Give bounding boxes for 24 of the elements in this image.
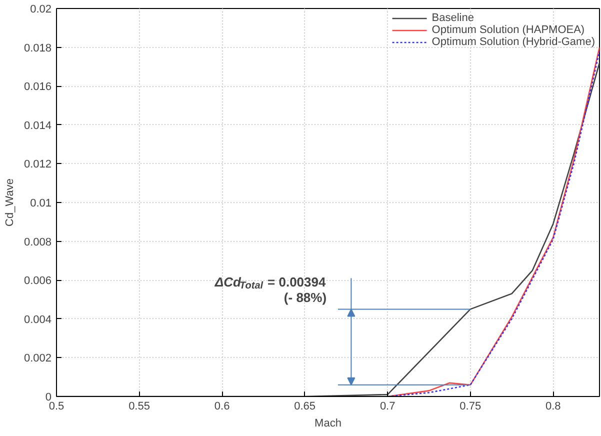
- y-tick-label: 0.02: [30, 4, 52, 16]
- x-tick-label: 0.5: [48, 400, 64, 412]
- x-tick-label: 0.8: [546, 400, 561, 412]
- y-tick-label: 0.012: [24, 158, 52, 171]
- x-tick-label: 0.7: [380, 400, 396, 412]
- y-tick-label: 0.018: [24, 42, 52, 54]
- y-tick-label: 0.004: [24, 314, 52, 326]
- annotation: (- 88%): [284, 290, 327, 306]
- y-tick-label: 0.016: [24, 81, 52, 94]
- y-axis-title: Cd_Wave: [4, 178, 16, 226]
- x-axis-title: Mach: [314, 418, 342, 430]
- y-tick-label: 0.006: [24, 275, 52, 288]
- legend-label: Optimum Solution (HAPMOEA): [432, 24, 585, 36]
- y-tick-label: 0.008: [24, 236, 52, 248]
- x-tick-label: 0.6: [214, 400, 230, 412]
- legend-label: Baseline: [432, 12, 474, 24]
- x-tick-label: 0.55: [128, 400, 150, 412]
- y-tick-label: 0.01: [30, 198, 52, 210]
- legend-label: Optimum Solution (Hybrid-Game): [432, 36, 595, 48]
- x-tick-label: 0.65: [294, 400, 316, 412]
- y-tick-label: 0: [45, 392, 52, 404]
- x-tick-label: 0.75: [460, 400, 482, 412]
- y-tick-label: 0.014: [24, 120, 52, 132]
- y-tick-label: 0.002: [24, 352, 52, 365]
